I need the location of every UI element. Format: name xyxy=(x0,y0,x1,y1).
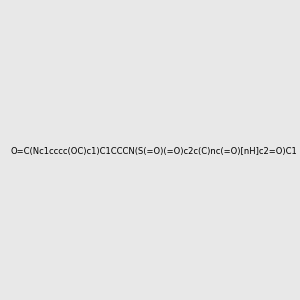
Text: O=C(Nc1cccc(OC)c1)C1CCCN(S(=O)(=O)c2c(C)nc(=O)[nH]c2=O)C1: O=C(Nc1cccc(OC)c1)C1CCCN(S(=O)(=O)c2c(C)… xyxy=(11,147,297,156)
